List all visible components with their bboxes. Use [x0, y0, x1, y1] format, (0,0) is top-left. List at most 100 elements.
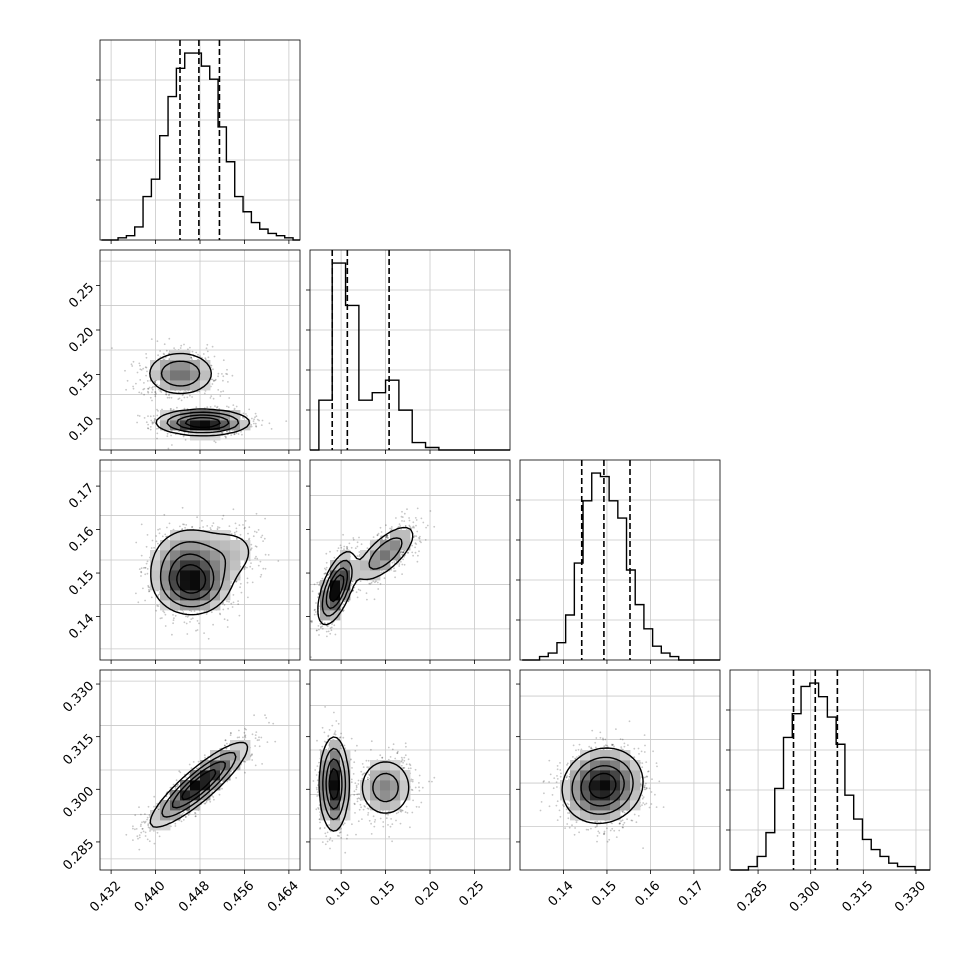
density-cell	[180, 570, 191, 581]
sample-point	[658, 780, 661, 783]
sample-point	[621, 819, 624, 822]
sample-point	[244, 760, 247, 763]
density-cell	[180, 530, 191, 541]
sample-point	[161, 617, 163, 619]
density-cell	[160, 580, 171, 591]
sample-point	[412, 525, 415, 528]
sample-point	[231, 606, 234, 608]
density-cell	[180, 580, 191, 591]
sample-point	[235, 538, 238, 541]
density-cell	[330, 810, 341, 821]
sample-point	[259, 560, 262, 563]
sample-point	[339, 831, 342, 833]
sample-point	[346, 546, 349, 549]
density-cell	[170, 540, 181, 551]
y-tick-label: 0.20	[66, 325, 97, 356]
sample-point	[140, 823, 142, 826]
sample-point	[410, 788, 413, 791]
sample-point	[140, 369, 143, 371]
sample-point	[151, 539, 154, 542]
sample-point	[222, 375, 225, 378]
sample-point	[165, 349, 168, 352]
sample-point	[556, 819, 559, 821]
density-cell	[340, 550, 351, 561]
x-tick-label: 0.330	[892, 878, 929, 915]
sample-point	[236, 736, 239, 739]
sample-point	[254, 545, 257, 547]
sample-point	[148, 814, 151, 816]
sample-point	[387, 824, 389, 826]
sample-point	[174, 614, 177, 617]
sample-point	[137, 414, 139, 417]
density-cell	[320, 790, 331, 801]
sample-point	[323, 731, 326, 734]
sample-point	[395, 517, 397, 519]
sample-point	[268, 721, 270, 724]
sample-point	[551, 794, 554, 796]
sample-point	[214, 378, 217, 381]
sample-point	[178, 397, 181, 400]
sample-point	[226, 430, 228, 433]
sample-point	[311, 620, 313, 623]
sample-point	[186, 810, 189, 812]
sample-point	[400, 756, 403, 759]
sample-point	[174, 822, 177, 825]
sample-point	[329, 550, 331, 553]
sample-point	[146, 370, 148, 373]
sample-point	[254, 557, 256, 560]
sample-point	[316, 791, 319, 793]
density-cell	[610, 760, 621, 771]
sample-point	[237, 433, 240, 435]
sample-point	[651, 778, 653, 781]
sample-point	[578, 743, 581, 746]
sample-point	[418, 782, 420, 784]
sample-point	[361, 773, 364, 776]
density-cell	[560, 790, 571, 801]
sample-point	[606, 744, 609, 747]
sample-point	[147, 805, 150, 808]
sample-point	[173, 347, 176, 349]
sample-point	[347, 600, 350, 603]
density-cell	[630, 760, 641, 771]
sample-point	[143, 382, 145, 384]
sample-point	[148, 586, 151, 589]
sample-point	[163, 358, 166, 361]
sample-point	[596, 823, 598, 826]
sample-point	[227, 607, 230, 610]
sample-point	[251, 759, 254, 761]
sample-point	[396, 752, 399, 754]
sample-point	[640, 750, 643, 753]
density-cell	[180, 790, 191, 801]
sample-point	[325, 566, 328, 569]
sample-point	[213, 798, 215, 801]
sample-point	[595, 746, 597, 749]
sample-point	[401, 809, 404, 812]
sample-point	[238, 729, 240, 732]
sample-point	[170, 434, 173, 437]
density-cell	[220, 570, 231, 581]
sample-point	[172, 614, 174, 616]
sample-point	[402, 551, 405, 554]
sample-point	[413, 535, 416, 537]
sample-point	[166, 435, 169, 437]
sample-point	[172, 619, 175, 621]
sample-point	[224, 744, 226, 747]
sample-point	[404, 754, 407, 757]
sample-point	[418, 550, 420, 553]
sample-point	[256, 557, 259, 560]
contour-line	[149, 352, 251, 437]
sample-point	[375, 580, 377, 583]
sample-point	[203, 754, 206, 757]
density-cell	[210, 750, 221, 761]
density-cell	[230, 570, 241, 581]
sample-point	[648, 806, 651, 809]
density-cell	[600, 790, 611, 801]
sample-point	[195, 406, 198, 409]
sample-point	[390, 818, 392, 820]
sample-point	[153, 420, 156, 422]
sample-point	[370, 748, 372, 751]
sample-point	[425, 526, 427, 529]
sample-point	[356, 797, 359, 800]
sample-point	[238, 524, 241, 526]
sample-point	[186, 616, 189, 618]
